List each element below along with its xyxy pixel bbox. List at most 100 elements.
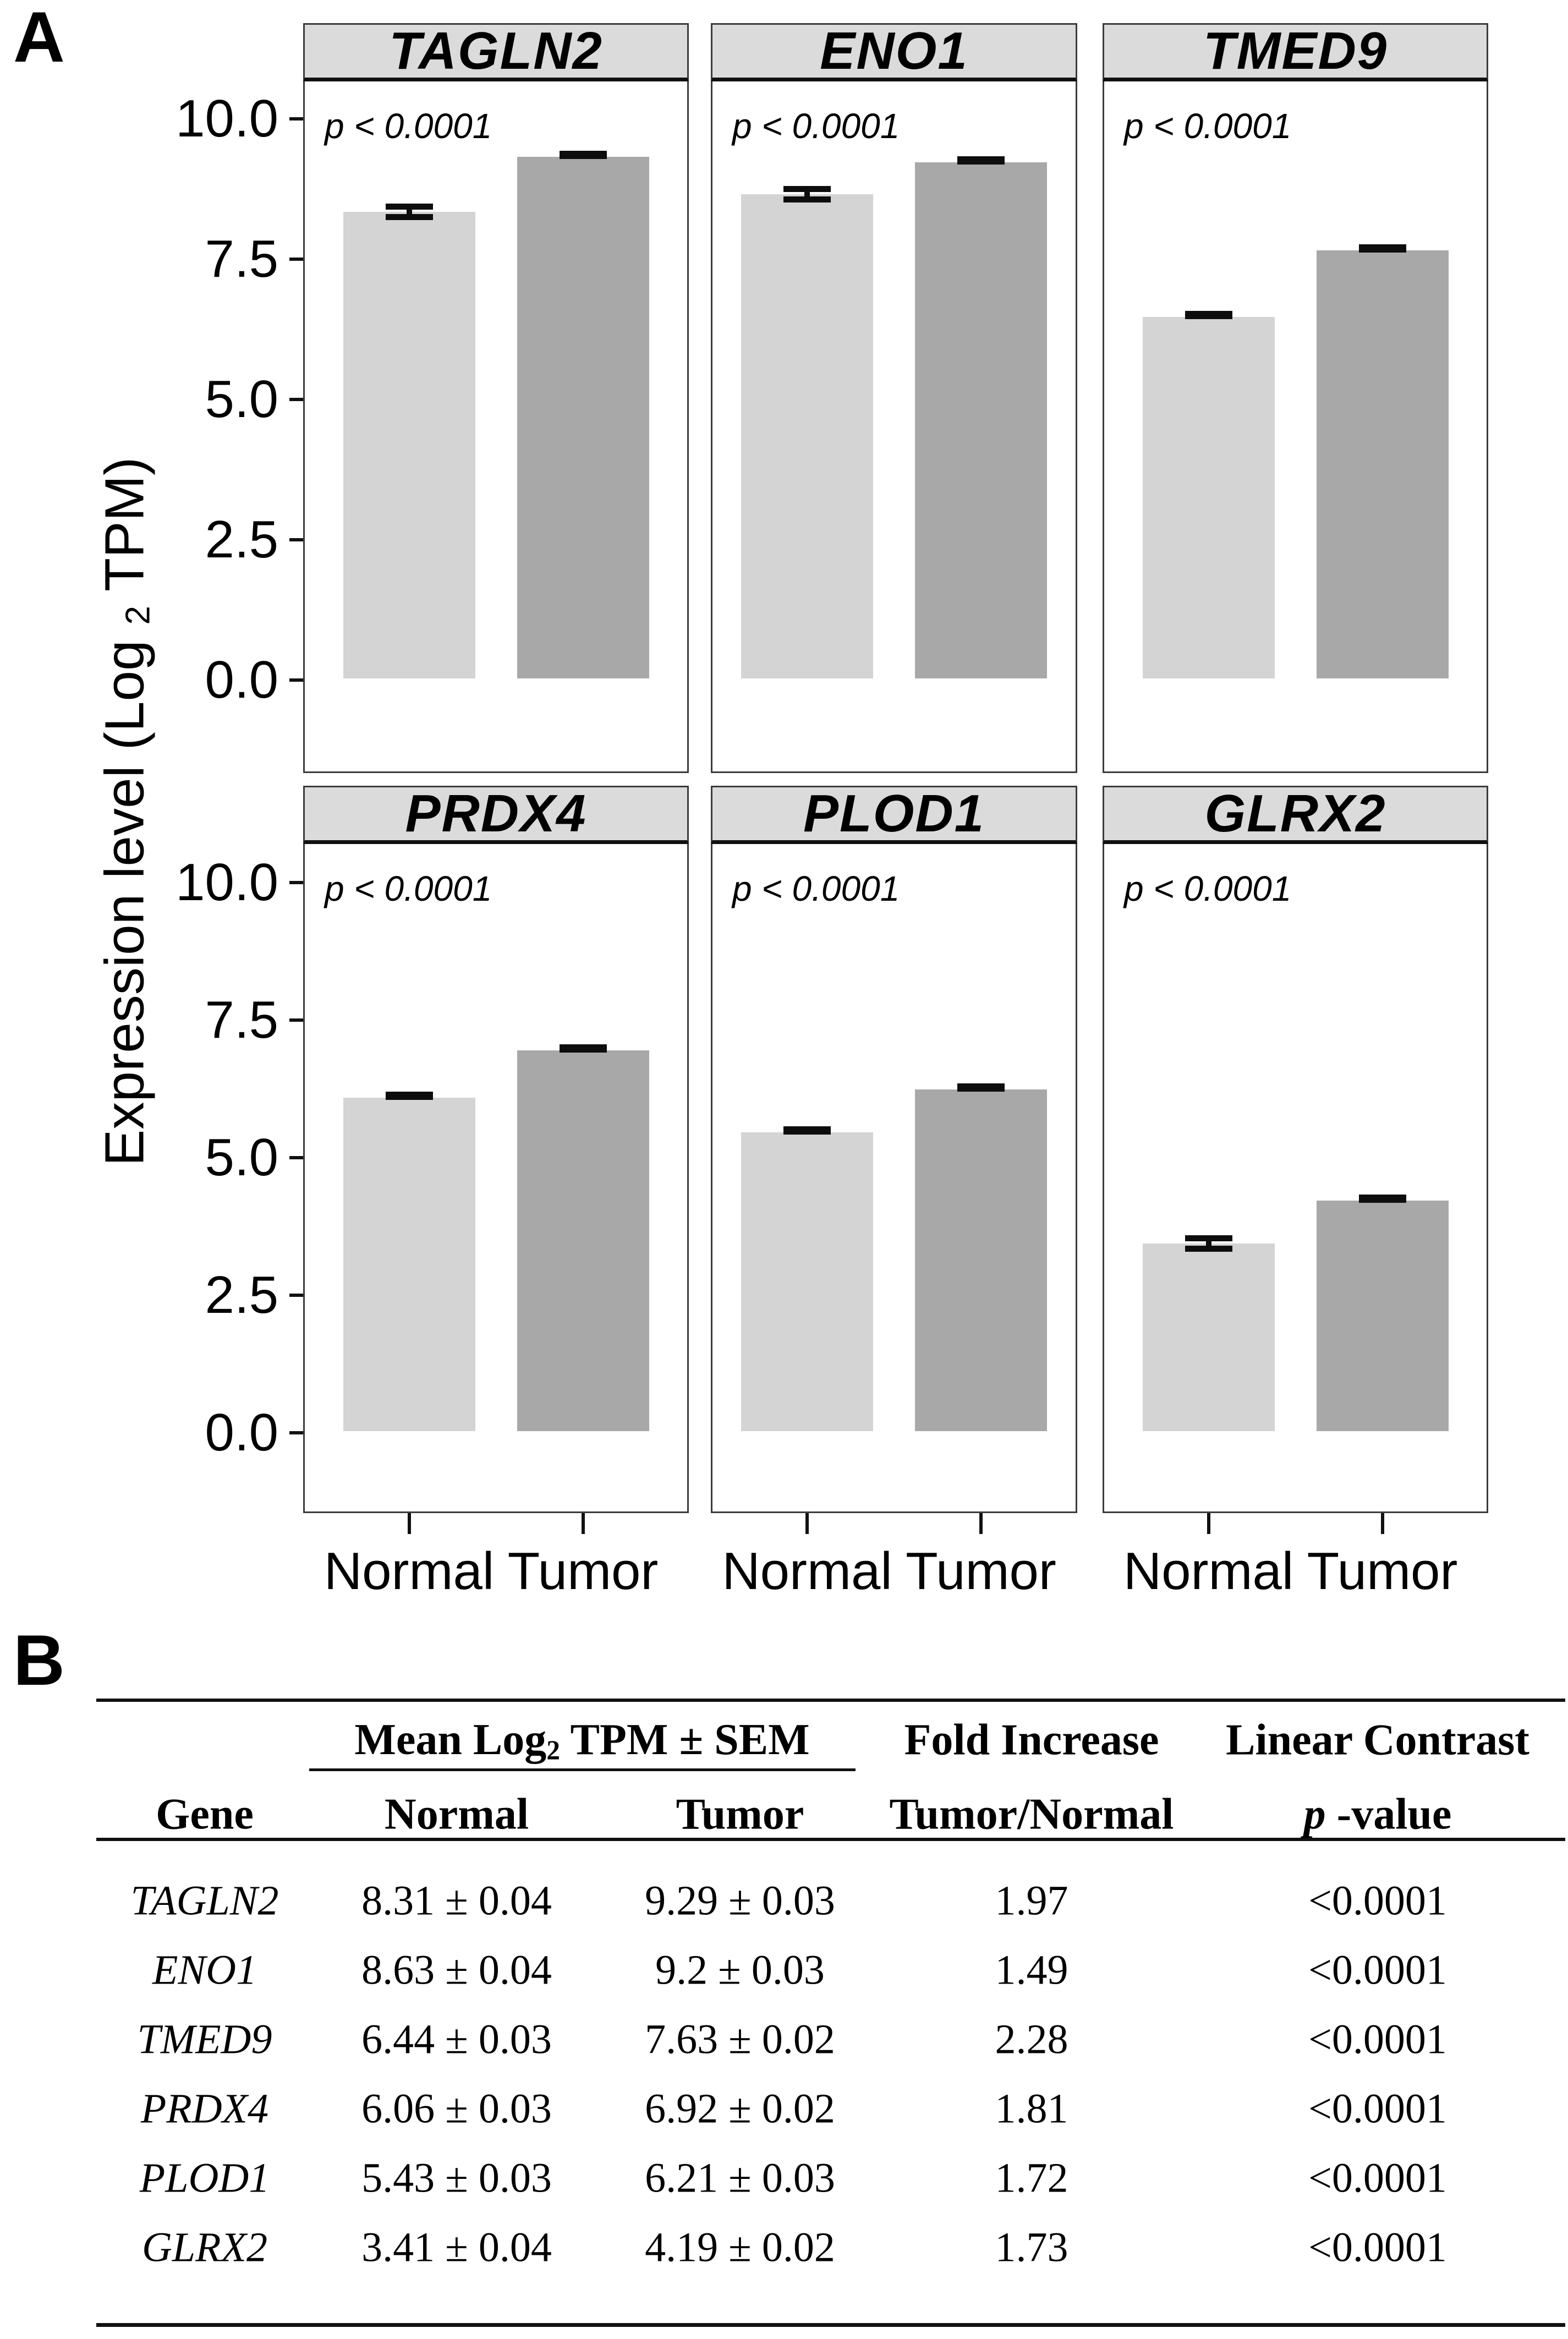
error-bar-cap xyxy=(559,1044,607,1053)
table-header-text: TPM ± SEM xyxy=(560,1715,810,1764)
y-tick-mark xyxy=(289,1431,303,1434)
panel-plot-TAGLN2: p < 0.0001 xyxy=(303,81,689,773)
bar-normal-PRDX4 xyxy=(343,1098,475,1431)
table-cell-normal-PRDX4: 6.06 ± 0.03 xyxy=(361,2085,552,2132)
table-header-p-value: p -value xyxy=(1304,1790,1452,1840)
table-cell-pvalue-PLOD1: <0.0001 xyxy=(1308,2155,1447,2201)
error-bar-connector xyxy=(804,188,810,200)
error-bar-cap-top xyxy=(783,185,831,192)
table-rule-group-underline xyxy=(309,1768,856,1771)
y-tick-mark xyxy=(289,398,303,401)
table-cell-pvalue-TAGLN2: <0.0001 xyxy=(1308,1877,1447,1924)
error-bar-cap xyxy=(957,1083,1005,1092)
bar-tumor-GLRX2 xyxy=(1316,1201,1449,1431)
table-header-text: -value xyxy=(1325,1790,1452,1839)
table-cell-fold-TMED9: 2.28 xyxy=(995,2016,1068,2063)
table-rule-header-bottom xyxy=(96,1838,1565,1841)
error-bar-cap xyxy=(385,1092,433,1100)
table-header-mean-log2-tpm-sem: Mean Log2 TPM ± SEM xyxy=(354,1715,809,1766)
table-cell-pvalue-GLRX2: <0.0001 xyxy=(1308,2224,1447,2271)
y-tick-mark xyxy=(289,1156,303,1159)
panel-header-ENO1: ENO1 xyxy=(711,21,1077,81)
table-cell-tumor-TAGLN2: 9.29 ± 0.03 xyxy=(645,1877,835,1924)
y-tick-label: 10.0 xyxy=(176,853,278,912)
error-bar-connector xyxy=(1205,1238,1211,1249)
x-axis-label-normal: Normal xyxy=(324,1542,495,1601)
error-bar-cap xyxy=(957,156,1005,165)
table-cell-gene-TAGLN2: TAGLN2 xyxy=(130,1877,279,1924)
table-cell-gene-TMED9: TMED9 xyxy=(137,2016,272,2063)
error-bar-connector xyxy=(406,206,412,218)
table-header-text: p xyxy=(1303,1790,1326,1839)
y-tick-label: 5.0 xyxy=(205,370,278,429)
table-cell-gene-PRDX4: PRDX4 xyxy=(140,2085,269,2132)
error-bar-cap xyxy=(783,1126,831,1135)
x-tick-mark xyxy=(1207,1513,1210,1534)
x-axis-label-tumor: Tumor xyxy=(1307,1542,1458,1601)
error-bar-cap xyxy=(1358,244,1406,253)
panel-header-PLOD1: PLOD1 xyxy=(711,784,1077,844)
table-header-text: 2 xyxy=(546,1735,561,1766)
table-cell-normal-ENO1: 8.63 ± 0.04 xyxy=(361,1947,552,1993)
p-value-annotation: p < 0.0001 xyxy=(1124,869,1292,908)
table-cell-gene-ENO1: ENO1 xyxy=(152,1947,257,1993)
panel-a-label: A xyxy=(13,0,65,77)
table-header-tumor: Tumor xyxy=(676,1790,804,1839)
error-bar-cap-bottom xyxy=(1185,1246,1232,1252)
table-rule-top xyxy=(96,1699,1565,1702)
panel-plot-PLOD1: p < 0.0001 xyxy=(711,844,1077,1513)
x-tick-mark xyxy=(979,1513,983,1534)
panel-title-ENO1: ENO1 xyxy=(820,21,968,80)
table-cell-pvalue-ENO1: <0.0001 xyxy=(1308,1947,1447,1993)
error-bar-cap xyxy=(559,151,607,160)
table-cell-pvalue-PRDX4: <0.0001 xyxy=(1308,2085,1447,2132)
table-cell-tumor-TMED9: 7.63 ± 0.02 xyxy=(645,2016,835,2063)
table-cell-gene-GLRX2: GLRX2 xyxy=(142,2224,267,2271)
table-header-tumor-normal: Tumor/Normal xyxy=(889,1790,1174,1839)
error-bar-cap-bottom xyxy=(783,196,831,202)
table-cell-normal-TMED9: 6.44 ± 0.03 xyxy=(361,2016,552,2063)
y-axis-title-suffix: TPM) xyxy=(94,457,156,606)
bar-normal-TMED9 xyxy=(1142,317,1275,678)
p-value-annotation: p < 0.0001 xyxy=(1124,106,1292,146)
error-bar-cap xyxy=(1358,1195,1406,1203)
panel-plot-ENO1: p < 0.0001 xyxy=(711,81,1077,773)
y-tick-label: 2.5 xyxy=(205,1266,278,1324)
panel-title-PRDX4: PRDX4 xyxy=(405,784,587,843)
error-bar-cap-top xyxy=(385,204,433,210)
table-cell-tumor-PRDX4: 6.92 ± 0.02 xyxy=(645,2085,835,2132)
bar-normal-TAGLN2 xyxy=(343,212,475,678)
y-tick-label: 7.5 xyxy=(205,229,278,288)
table-header-text: Mean Log xyxy=(354,1715,547,1764)
y-tick-mark xyxy=(289,538,303,541)
table-cell-normal-PLOD1: 5.43 ± 0.03 xyxy=(361,2155,552,2201)
y-axis-title-text: Expression level (Log xyxy=(94,625,156,1166)
panel-header-GLRX2: GLRX2 xyxy=(1103,784,1488,844)
table-cell-gene-PLOD1: PLOD1 xyxy=(139,2155,270,2201)
bar-tumor-ENO1 xyxy=(915,162,1047,678)
panel-b-label: B xyxy=(13,1620,65,1700)
table-cell-fold-PLOD1: 1.72 xyxy=(995,2155,1068,2201)
bar-normal-ENO1 xyxy=(741,194,873,678)
panel-title-GLRX2: GLRX2 xyxy=(1204,784,1386,843)
panel-title-TAGLN2: TAGLN2 xyxy=(389,21,603,80)
table-header-normal: Normal xyxy=(384,1790,529,1839)
x-tick-mark xyxy=(407,1513,411,1534)
table-cell-normal-GLRX2: 3.41 ± 0.04 xyxy=(361,2224,552,2271)
table-cell-tumor-ENO1: 9.2 ± 0.03 xyxy=(655,1947,825,1993)
y-tick-mark xyxy=(289,258,303,261)
y-tick-mark xyxy=(289,1018,303,1022)
table-rule-bottom xyxy=(96,2323,1565,2327)
panel-header-TAGLN2: TAGLN2 xyxy=(303,21,689,81)
panel-plot-TMED9: p < 0.0001 xyxy=(1103,81,1488,773)
bar-tumor-PLOD1 xyxy=(915,1089,1047,1431)
table-cell-fold-ENO1: 1.49 xyxy=(995,1947,1068,1993)
y-tick-label: 5.0 xyxy=(205,1128,278,1187)
table-cell-tumor-PLOD1: 6.21 ± 0.03 xyxy=(645,2155,835,2201)
table-cell-normal-TAGLN2: 8.31 ± 0.04 xyxy=(361,1877,552,1924)
table-cell-fold-GLRX2: 1.73 xyxy=(995,2224,1068,2271)
p-value-annotation: p < 0.0001 xyxy=(325,106,492,146)
panel-plot-PRDX4: p < 0.0001 xyxy=(303,844,689,1513)
panel-header-PRDX4: PRDX4 xyxy=(303,784,689,844)
